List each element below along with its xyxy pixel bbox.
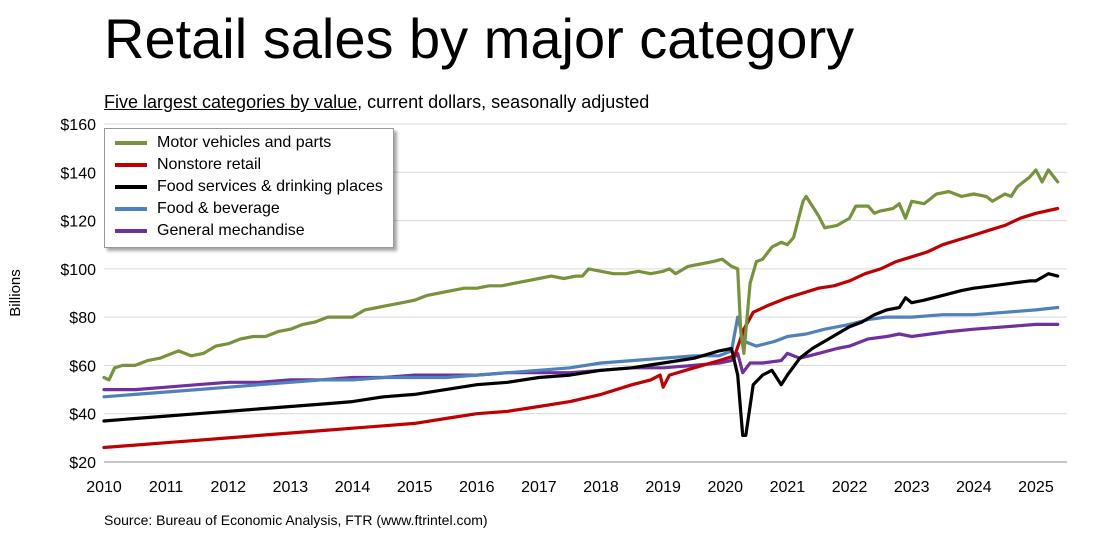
x-tick-label: 2024 xyxy=(956,479,992,496)
x-tick-label: 2023 xyxy=(894,479,930,496)
chart-title: Retail sales by major category xyxy=(104,7,855,70)
legend-swatch-food-services xyxy=(115,185,147,189)
chart-subtitle: Five largest categories by value, curren… xyxy=(104,92,649,113)
legend-item-nonstore: Nonstore retail xyxy=(115,155,261,175)
y-tick-label: $20 xyxy=(69,455,96,472)
legend-swatch-general-merchandise xyxy=(115,229,147,233)
legend-label-general-merchandise: General mechandise xyxy=(157,222,305,239)
series-line xyxy=(102,305,1060,399)
legend-item-food-services: Food services & drinking places xyxy=(115,177,383,197)
legend-swatch-motor-vehicles xyxy=(115,141,147,145)
legend-label-food-services: Food services & drinking places xyxy=(157,178,383,195)
legend: Motor vehicles and parts Nonstore retail… xyxy=(104,128,394,248)
y-tick-label: $60 xyxy=(69,358,96,375)
legend-item-general-merchandise: General mechandise xyxy=(115,221,305,241)
x-tick-label: 2010 xyxy=(86,479,122,496)
series-line xyxy=(102,272,1060,437)
x-tick-label: 2014 xyxy=(335,479,371,496)
legend-label-motor-vehicles: Motor vehicles and parts xyxy=(157,134,332,151)
series-line xyxy=(102,322,1060,392)
x-tick-label: 2020 xyxy=(707,479,743,496)
subtitle-underlined: Five largest categories by value xyxy=(104,92,358,112)
x-tick-label: 2016 xyxy=(459,479,495,496)
legend-label-nonstore: Nonstore retail xyxy=(157,156,262,173)
y-tick-label: $80 xyxy=(69,310,96,327)
x-tick-label: 2012 xyxy=(210,479,246,496)
y-tick-label: $140 xyxy=(60,165,96,182)
x-tick-label: 2021 xyxy=(770,479,806,496)
series-line xyxy=(102,168,1060,382)
legend-swatch-food-beverage xyxy=(115,207,147,211)
x-tick-label: 2013 xyxy=(273,479,309,496)
legend-item-motor-vehicles: Motor vehicles and parts xyxy=(115,133,331,153)
y-axis-label: Billions xyxy=(7,269,24,317)
x-tick-label: 2011 xyxy=(149,479,184,496)
legend-label-food-beverage: Food & beverage xyxy=(157,200,280,217)
x-tick-label: 2018 xyxy=(583,479,619,496)
x-tick-label: 2017 xyxy=(521,479,557,496)
x-tick-label: 2022 xyxy=(832,479,868,496)
x-tick-label: 2025 xyxy=(1018,479,1054,496)
y-tick-label: $40 xyxy=(69,407,96,424)
subtitle-rest: , current dollars, seasonally adjusted xyxy=(357,92,650,112)
legend-item-food-beverage: Food & beverage xyxy=(115,199,280,219)
source-note: Source: Bureau of Economic Analysis, FTR… xyxy=(104,512,488,528)
y-tick-label: $120 xyxy=(60,214,96,231)
x-tick-label: 2015 xyxy=(397,479,433,496)
y-tick-label: $100 xyxy=(60,262,96,279)
legend-swatch-nonstore xyxy=(115,163,147,167)
series-line xyxy=(102,206,1060,450)
y-tick-label: $160 xyxy=(60,117,96,134)
x-tick-label: 2019 xyxy=(645,479,681,496)
